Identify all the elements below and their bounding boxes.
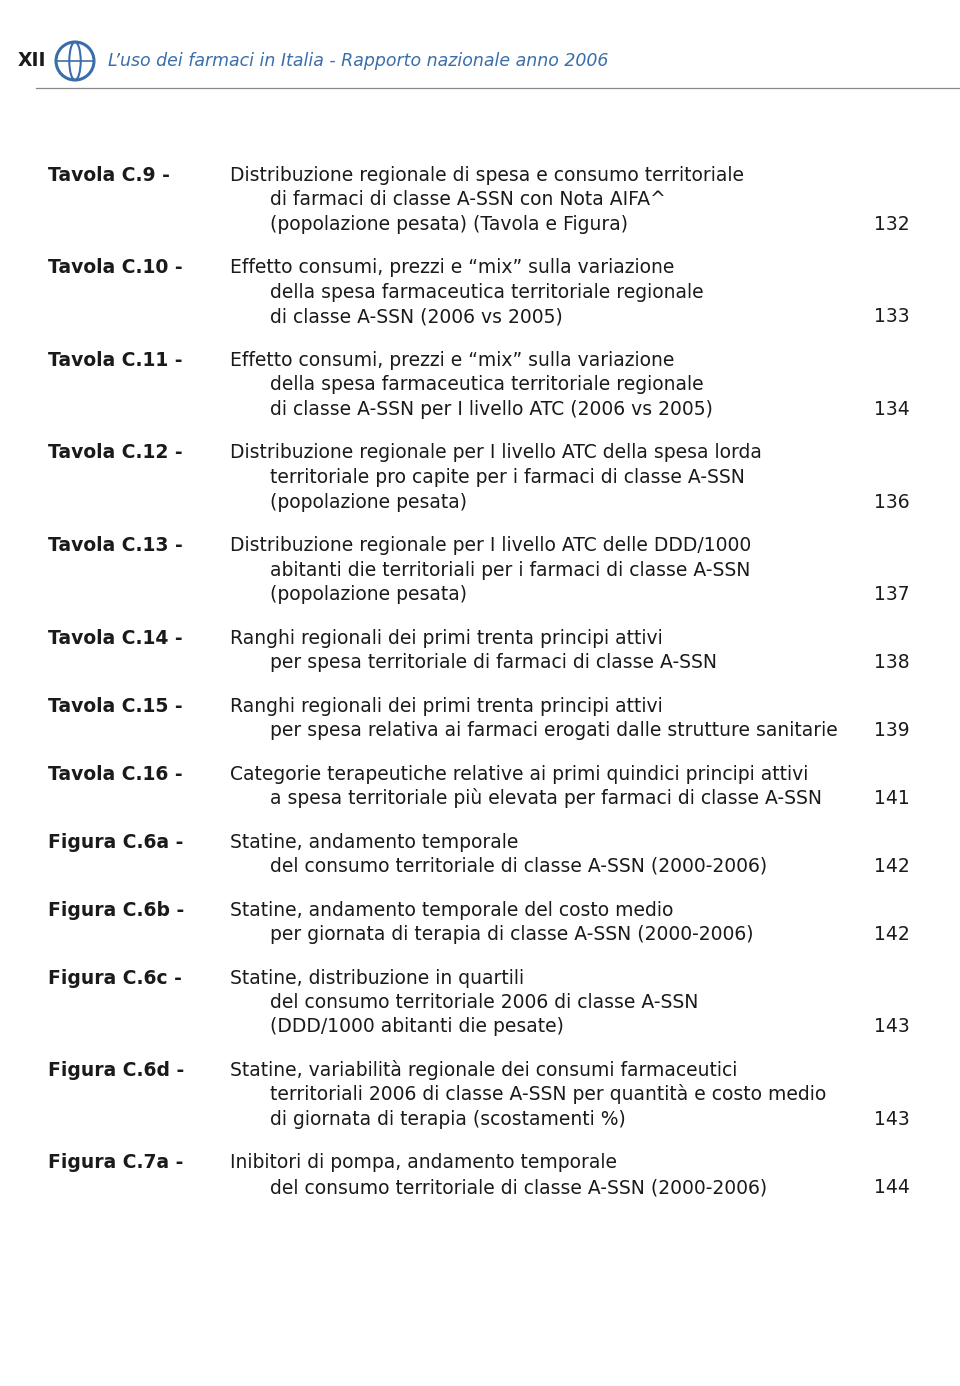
Text: Tavola C.16 -: Tavola C.16 -	[48, 765, 182, 783]
Text: 143: 143	[875, 1110, 910, 1130]
Text: 142: 142	[875, 924, 910, 944]
Text: Ranghi regionali dei primi trenta principi attivi: Ranghi regionali dei primi trenta princi…	[230, 628, 662, 647]
Text: del consumo territoriale di classe A-SSN (2000-2006): del consumo territoriale di classe A-SSN…	[270, 1178, 767, 1198]
Text: Statine, distribuzione in quartili: Statine, distribuzione in quartili	[230, 969, 524, 987]
Text: Tavola C.11 -: Tavola C.11 -	[48, 351, 182, 370]
Text: Distribuzione regionale per I livello ATC delle DDD/1000: Distribuzione regionale per I livello AT…	[230, 536, 752, 554]
Text: Effetto consumi, prezzi e “mix” sulla variazione: Effetto consumi, prezzi e “mix” sulla va…	[230, 351, 674, 370]
Text: Distribuzione regionale di spesa e consumo territoriale: Distribuzione regionale di spesa e consu…	[230, 166, 744, 184]
Text: territoriali 2006 di classe A-SSN per quantità e costo medio: territoriali 2006 di classe A-SSN per qu…	[270, 1084, 827, 1105]
Text: Distribuzione regionale per I livello ATC della spesa lorda: Distribuzione regionale per I livello AT…	[230, 444, 762, 463]
Text: Tavola C.13 -: Tavola C.13 -	[48, 536, 182, 554]
Text: territoriale pro capite per i farmaci di classe A-SSN: territoriale pro capite per i farmaci di…	[270, 468, 745, 486]
Text: della spesa farmaceutica territoriale regionale: della spesa farmaceutica territoriale re…	[270, 376, 704, 395]
Text: Statine, andamento temporale: Statine, andamento temporale	[230, 833, 518, 851]
Text: Categorie terapeutiche relative ai primi quindici principi attivi: Categorie terapeutiche relative ai primi…	[230, 765, 808, 783]
Text: per spesa relativa ai farmaci erogati dalle strutture sanitarie: per spesa relativa ai farmaci erogati da…	[270, 721, 838, 740]
Text: per spesa territoriale di farmaci di classe A-SSN: per spesa territoriale di farmaci di cla…	[270, 653, 717, 672]
Text: XII: XII	[18, 51, 46, 71]
Text: (popolazione pesata): (popolazione pesata)	[270, 492, 467, 511]
Text: Figura C.7a -: Figura C.7a -	[48, 1153, 183, 1173]
Text: Figura C.6a -: Figura C.6a -	[48, 833, 183, 851]
Text: 144: 144	[875, 1178, 910, 1198]
Text: 139: 139	[875, 721, 910, 740]
Text: Figura C.6d -: Figura C.6d -	[48, 1062, 184, 1080]
Text: abitanti die territoriali per i farmaci di classe A-SSN: abitanti die territoriali per i farmaci …	[270, 560, 751, 579]
Text: Tavola C.10 -: Tavola C.10 -	[48, 259, 182, 277]
Text: di farmaci di classe A-SSN con Nota AIFA^: di farmaci di classe A-SSN con Nota AIFA…	[270, 190, 666, 209]
Text: a spesa territoriale più elevata per farmaci di classe A-SSN: a spesa territoriale più elevata per far…	[270, 789, 822, 808]
Text: per giornata di terapia di classe A-SSN (2000-2006): per giornata di terapia di classe A-SSN …	[270, 924, 754, 944]
Text: Inibitori di pompa, andamento temporale: Inibitori di pompa, andamento temporale	[230, 1153, 617, 1173]
Text: di giornata di terapia (scostamenti %): di giornata di terapia (scostamenti %)	[270, 1110, 626, 1130]
Text: di classe A-SSN per I livello ATC (2006 vs 2005): di classe A-SSN per I livello ATC (2006 …	[270, 401, 713, 419]
Text: Tavola C.14 -: Tavola C.14 -	[48, 628, 182, 647]
Text: 142: 142	[875, 857, 910, 876]
Text: (DDD/1000 abitanti die pesate): (DDD/1000 abitanti die pesate)	[270, 1017, 564, 1037]
Text: Ranghi regionali dei primi trenta principi attivi: Ranghi regionali dei primi trenta princi…	[230, 697, 662, 715]
Text: Statine, andamento temporale del costo medio: Statine, andamento temporale del costo m…	[230, 901, 673, 919]
Text: L’uso dei farmaci in Italia - Rapporto nazionale anno 2006: L’uso dei farmaci in Italia - Rapporto n…	[108, 53, 609, 71]
Text: Tavola C.15 -: Tavola C.15 -	[48, 697, 182, 715]
Text: 137: 137	[875, 585, 910, 604]
Text: 134: 134	[875, 401, 910, 419]
Text: (popolazione pesata): (popolazione pesata)	[270, 585, 467, 604]
Text: della spesa farmaceutica territoriale regionale: della spesa farmaceutica territoriale re…	[270, 283, 704, 302]
Text: Figura C.6c -: Figura C.6c -	[48, 969, 181, 987]
Text: Figura C.6b -: Figura C.6b -	[48, 901, 184, 919]
Text: 138: 138	[875, 653, 910, 672]
Text: del consumo territoriale di classe A-SSN (2000-2006): del consumo territoriale di classe A-SSN…	[270, 857, 767, 876]
Text: 132: 132	[875, 215, 910, 234]
Text: 143: 143	[875, 1017, 910, 1037]
Text: di classe A-SSN (2006 vs 2005): di classe A-SSN (2006 vs 2005)	[270, 308, 563, 327]
Text: (popolazione pesata) (Tavola e Figura): (popolazione pesata) (Tavola e Figura)	[270, 215, 628, 234]
Text: 141: 141	[875, 789, 910, 808]
Text: 136: 136	[875, 492, 910, 511]
Text: Tavola C.9 -: Tavola C.9 -	[48, 166, 170, 184]
Text: Effetto consumi, prezzi e “mix” sulla variazione: Effetto consumi, prezzi e “mix” sulla va…	[230, 259, 674, 277]
Text: Statine, variabilità regionale dei consumi farmaceutici: Statine, variabilità regionale dei consu…	[230, 1060, 737, 1080]
Text: Tavola C.12 -: Tavola C.12 -	[48, 444, 182, 463]
Text: del consumo territoriale 2006 di classe A-SSN: del consumo territoriale 2006 di classe …	[270, 992, 698, 1012]
Text: 133: 133	[875, 308, 910, 327]
